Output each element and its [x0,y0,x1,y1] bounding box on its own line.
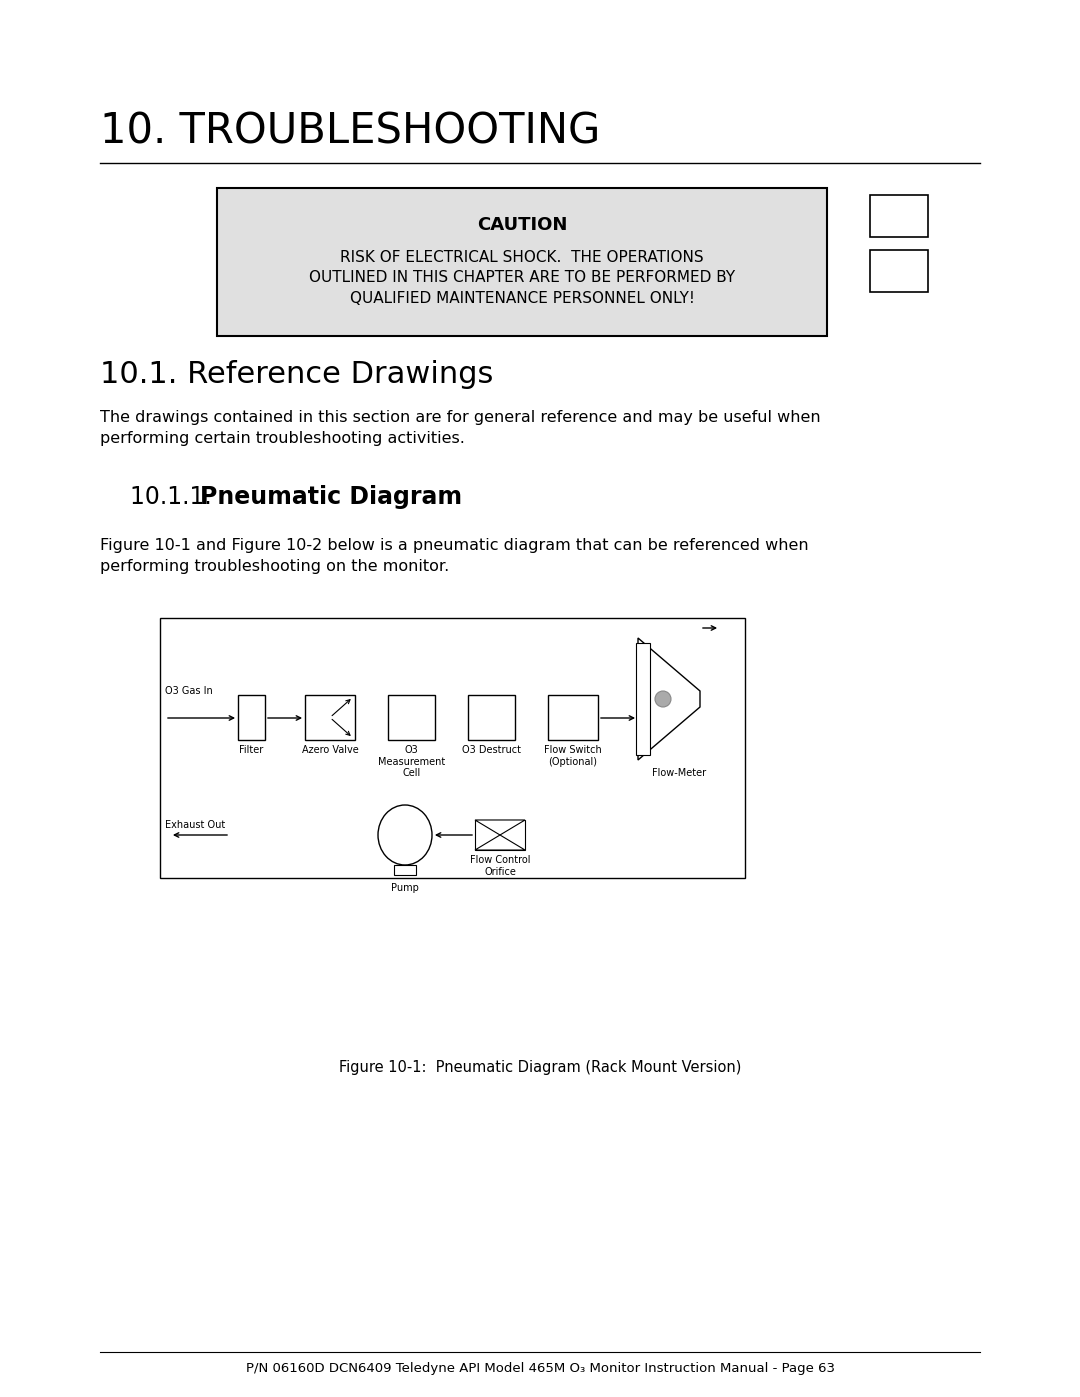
Bar [870,196,928,237]
Text: Exhaust Out: Exhaust Out [165,820,226,830]
Text: Flow Switch
(Optional): Flow Switch (Optional) [544,745,602,767]
Bar [548,694,598,740]
Bar [394,865,416,875]
Text: RISK OF ELECTRICAL SHOCK.  THE OPERATIONS
OUTLINED IN THIS CHAPTER ARE TO BE PER: RISK OF ELECTRICAL SHOCK. THE OPERATIONS… [309,250,735,306]
Bar [388,694,435,740]
Text: O3
Measurement
Cell: O3 Measurement Cell [378,745,445,778]
Bar [636,643,650,754]
Text: Azero Valve: Azero Valve [301,745,359,754]
Polygon shape [475,835,525,849]
Bar [160,617,745,877]
Text: P/N 06160D DCN6409 Teledyne API Model 465M O₃ Monitor Instruction Manual - Page : P/N 06160D DCN6409 Teledyne API Model 46… [245,1362,835,1375]
Text: Figure 10-1 and Figure 10-2 below is a pneumatic diagram that can be referenced : Figure 10-1 and Figure 10-2 below is a p… [100,538,809,574]
Polygon shape [638,638,700,760]
Bar [305,694,355,740]
Text: Pump: Pump [391,883,419,893]
Bar [238,694,265,740]
Text: Figure 10-1:  Pneumatic Diagram (Rack Mount Version): Figure 10-1: Pneumatic Diagram (Rack Mou… [339,1060,741,1076]
Text: The drawings contained in this section are for general reference and may be usef: The drawings contained in this section a… [100,409,821,446]
Circle shape [654,692,671,707]
Bar [468,694,515,740]
Text: Flow-Meter: Flow-Meter [652,768,706,778]
Text: O3 Destruct: O3 Destruct [462,745,521,754]
Text: O3 Gas In: O3 Gas In [165,686,213,696]
Text: CAUTION: CAUTION [476,217,567,235]
Text: Filter: Filter [240,745,264,754]
Bar [475,820,525,849]
Polygon shape [475,820,525,835]
Bar [217,189,827,337]
Text: 10.1. Reference Drawings: 10.1. Reference Drawings [100,360,494,388]
Text: 10.1.1.: 10.1.1. [130,485,219,509]
Text: Flow Control
Orifice: Flow Control Orifice [470,855,530,876]
Text: Pneumatic Diagram: Pneumatic Diagram [200,485,462,509]
Ellipse shape [378,805,432,865]
Bar [870,250,928,292]
Text: 10. TROUBLESHOOTING: 10. TROUBLESHOOTING [100,110,600,152]
